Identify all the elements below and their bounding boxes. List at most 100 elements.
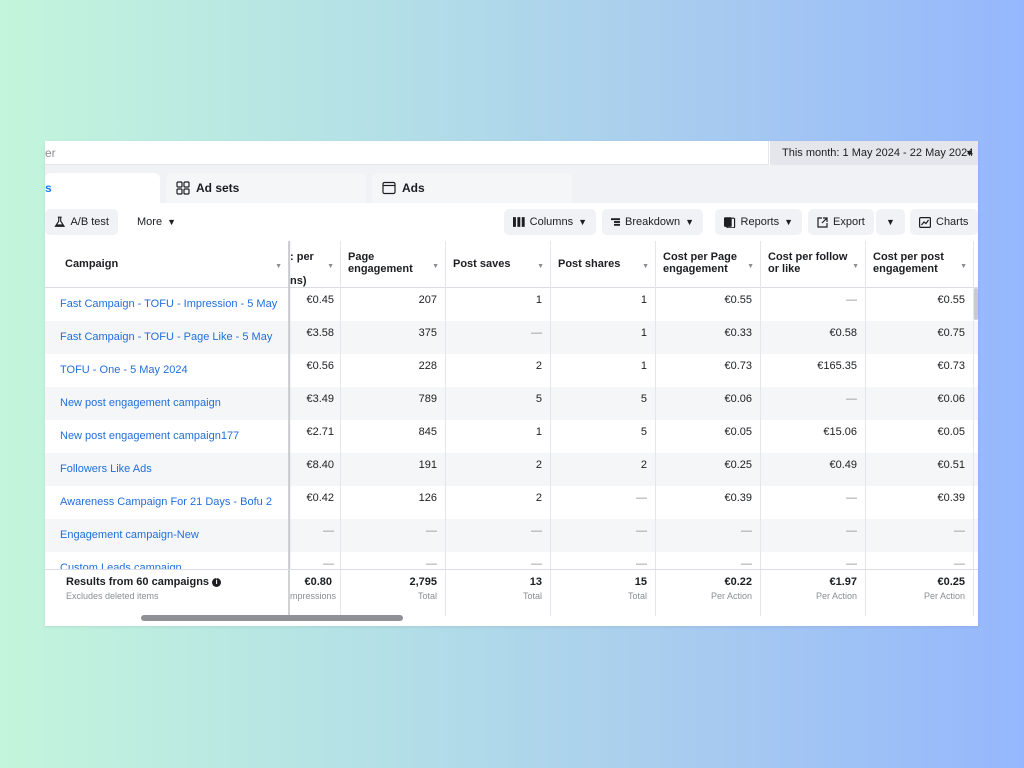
columns-button[interactable]: Columns ▼ <box>504 209 596 235</box>
caret-down-icon: ▼ <box>167 217 176 227</box>
header-cost-label-1: : per <box>290 251 314 263</box>
cell-cpf: — <box>761 552 866 585</box>
cell-shares: 2 <box>551 453 656 486</box>
cell-shares: 1 <box>551 354 656 387</box>
cell-cppe: €0.39 <box>656 486 761 519</box>
sort-icon: ▼ <box>275 263 282 270</box>
cell-cppost: €0.51 <box>866 453 974 486</box>
ad-sets-grid-icon <box>176 181 190 195</box>
footer-cppe-sub: Per Action <box>710 591 752 601</box>
cell-saves: — <box>446 321 551 354</box>
cell-page-eng: — <box>341 552 446 585</box>
cell-cppe: €0.73 <box>656 354 761 387</box>
breakdown-button[interactable]: Breakdown ▼ <box>602 209 703 235</box>
tab-ads[interactable]: Ads <box>372 173 572 203</box>
header-post-shares[interactable]: Post shares ▼ <box>551 241 656 288</box>
cell-cpf: €0.58 <box>761 321 866 354</box>
date-range-picker[interactable]: This month: 1 May 2024 - 22 May 2024 ▼ <box>770 141 978 165</box>
campaign-name-link[interactable]: New post engagement campaign177 <box>45 420 290 453</box>
cell-cppe: — <box>656 552 761 585</box>
export-label: Export <box>833 216 865 228</box>
table-footer: Results from 60 campaigns i Excludes del… <box>45 569 978 616</box>
footer-cppost-value: €0.25 <box>937 576 965 588</box>
footer-saves-value: 13 <box>529 576 542 588</box>
cell-page-eng: 207 <box>341 288 446 321</box>
ab-test-label: A/B test <box>70 216 109 228</box>
cell-page-eng: 126 <box>341 486 446 519</box>
export-icon <box>817 216 828 228</box>
header-post-saves[interactable]: Post saves ▼ <box>446 241 551 288</box>
ads-manager-window: er This month: 1 May 2024 - 22 May 2024 … <box>45 141 978 626</box>
ab-test-button[interactable]: A/B test <box>45 209 118 235</box>
date-range-label: This month: 1 May 2024 - 22 May 2024 <box>782 147 974 159</box>
campaign-name-link[interactable]: New post engagement campaign <box>45 387 290 420</box>
vertical-scrollbar[interactable] <box>974 288 978 320</box>
cell-shares: 5 <box>551 387 656 420</box>
footer-page-eng-value: 2,795 <box>409 576 437 588</box>
cell-page-eng: — <box>341 519 446 552</box>
footer-summary: Results from 60 campaigns i Excludes del… <box>45 570 290 616</box>
search-input[interactable]: er <box>45 141 769 165</box>
header-cost-per-page-engagement[interactable]: Cost per Page engagement ▼ <box>656 241 761 288</box>
campaign-name-link[interactable]: Awareness Campaign For 21 Days - Bofu 2 <box>45 486 290 519</box>
export-options-button[interactable]: ▼ <box>876 209 905 235</box>
footer-cppe: €0.22 Per Action <box>656 570 761 616</box>
info-icon[interactable]: i <box>212 578 222 587</box>
sort-icon: ▼ <box>327 263 334 270</box>
table-row[interactable]: Fast Campaign - TOFU - Page Like - 5 May… <box>45 321 978 354</box>
columns-label: Columns <box>529 216 574 228</box>
header-post-saves-label: Post saves <box>453 258 511 270</box>
cell-saves: 5 <box>446 387 551 420</box>
header-cost-per-result[interactable]: : per ns) ▼ <box>290 241 341 288</box>
reports-button[interactable]: Reports ▼ <box>715 209 802 235</box>
footer-cost: €0.80 mpressions <box>290 570 341 616</box>
cell-page-eng: 191 <box>341 453 446 486</box>
table-row[interactable]: Followers Like Ads €8.40 191 2 2 €0.25 €0.49 €0… <box>45 453 978 486</box>
cell-saves: — <box>446 552 551 585</box>
cell-cost: — <box>290 552 341 585</box>
header-campaign[interactable]: Campaign ▼ <box>45 241 290 288</box>
charts-button[interactable]: Charts <box>910 209 978 235</box>
footer-subtitle: Excludes deleted items <box>66 591 159 601</box>
cell-shares: — <box>551 552 656 585</box>
table-row[interactable]: New post engagement campaign177 €2.71 845 1… <box>45 420 978 453</box>
table-row[interactable]: New post engagement campaign €3.49 789 5 5 €0… <box>45 387 978 420</box>
footer-cpf-value: €1.97 <box>829 576 857 588</box>
cell-cost: €0.56 <box>290 354 341 387</box>
campaign-name-link[interactable]: Engagement campaign-New <box>45 519 290 552</box>
tab-ad-sets[interactable]: Ad sets <box>166 173 366 203</box>
reports-icon <box>724 216 736 228</box>
footer-cppost: €0.25 Per Action <box>866 570 974 616</box>
cell-cppe: €0.33 <box>656 321 761 354</box>
caret-down-icon: ▼ <box>784 217 793 227</box>
tab-campaigns[interactable]: s <box>45 173 160 203</box>
more-button[interactable]: More ▼ <box>128 209 185 235</box>
header-campaign-label: Campaign <box>65 258 119 270</box>
header-page-engagement[interactable]: Page engagement ▼ <box>341 241 446 288</box>
sort-icon: ▼ <box>537 263 544 270</box>
cell-cpf: — <box>761 387 866 420</box>
table-row[interactable]: Engagement campaign-New — — — — — — — <box>45 519 978 552</box>
columns-icon <box>513 217 525 227</box>
cell-cost: €3.58 <box>290 321 341 354</box>
cell-cppost: €0.05 <box>866 420 974 453</box>
cell-shares: — <box>551 486 656 519</box>
table-row[interactable]: Awareness Campaign For 21 Days - Bofu 2 €… <box>45 486 978 519</box>
cell-page-eng: 789 <box>341 387 446 420</box>
cell-cppost: €0.73 <box>866 354 974 387</box>
cell-shares: 1 <box>551 321 656 354</box>
cell-cost: €2.71 <box>290 420 341 453</box>
table-row[interactable]: TOFU - One - 5 May 2024 €0.56 228 2 1 €0.73 €1… <box>45 354 978 387</box>
header-cost-per-follow[interactable]: Cost per follow or like ▼ <box>761 241 866 288</box>
header-cost-per-post-engagement[interactable]: Cost per post engagement ▼ <box>866 241 974 288</box>
campaign-name-link[interactable]: Followers Like Ads <box>45 453 290 486</box>
cell-cppost: — <box>866 552 974 585</box>
export-button[interactable]: Export <box>808 209 874 235</box>
caret-down-icon: ▼ <box>578 217 587 227</box>
header-cpf-label: Cost per follow or like <box>768 251 848 275</box>
table-row[interactable]: Fast Campaign - TOFU - Impression - 5 Ma… <box>45 288 978 321</box>
horizontal-scrollbar[interactable] <box>141 615 403 621</box>
campaign-name-link[interactable]: Fast Campaign - TOFU - Impression - 5 Ma… <box>45 288 290 321</box>
campaign-name-link[interactable]: Fast Campaign - TOFU - Page Like - 5 May <box>45 321 290 354</box>
campaign-name-link[interactable]: TOFU - One - 5 May 2024 <box>45 354 290 387</box>
